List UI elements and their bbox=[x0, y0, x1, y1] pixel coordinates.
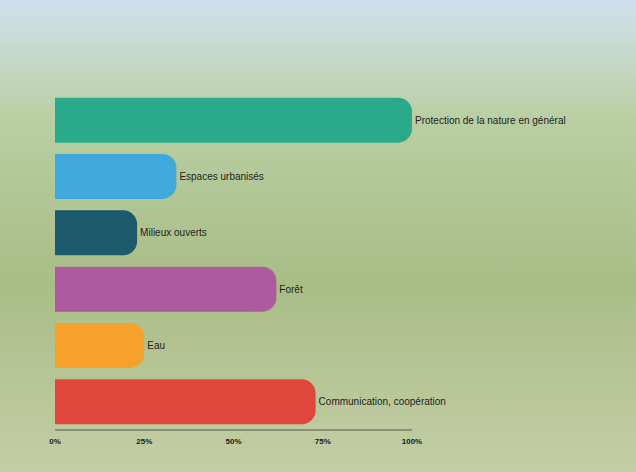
svg-text:50%: 50% bbox=[225, 437, 241, 446]
svg-text:Espaces urbanisés: Espaces urbanisés bbox=[179, 171, 264, 182]
svg-text:25%: 25% bbox=[136, 437, 152, 446]
svg-text:Milieux ouverts: Milieux ouverts bbox=[140, 227, 207, 238]
svg-text:100%: 100% bbox=[402, 437, 422, 446]
svg-text:Protection de la nature en gén: Protection de la nature en général bbox=[415, 115, 566, 126]
svg-text:Eau: Eau bbox=[147, 340, 165, 351]
svg-text:Communication, coopération: Communication, coopération bbox=[319, 396, 446, 407]
svg-text:0%: 0% bbox=[49, 437, 61, 446]
svg-text:75%: 75% bbox=[315, 437, 331, 446]
svg-text:Forêt: Forêt bbox=[279, 284, 303, 295]
